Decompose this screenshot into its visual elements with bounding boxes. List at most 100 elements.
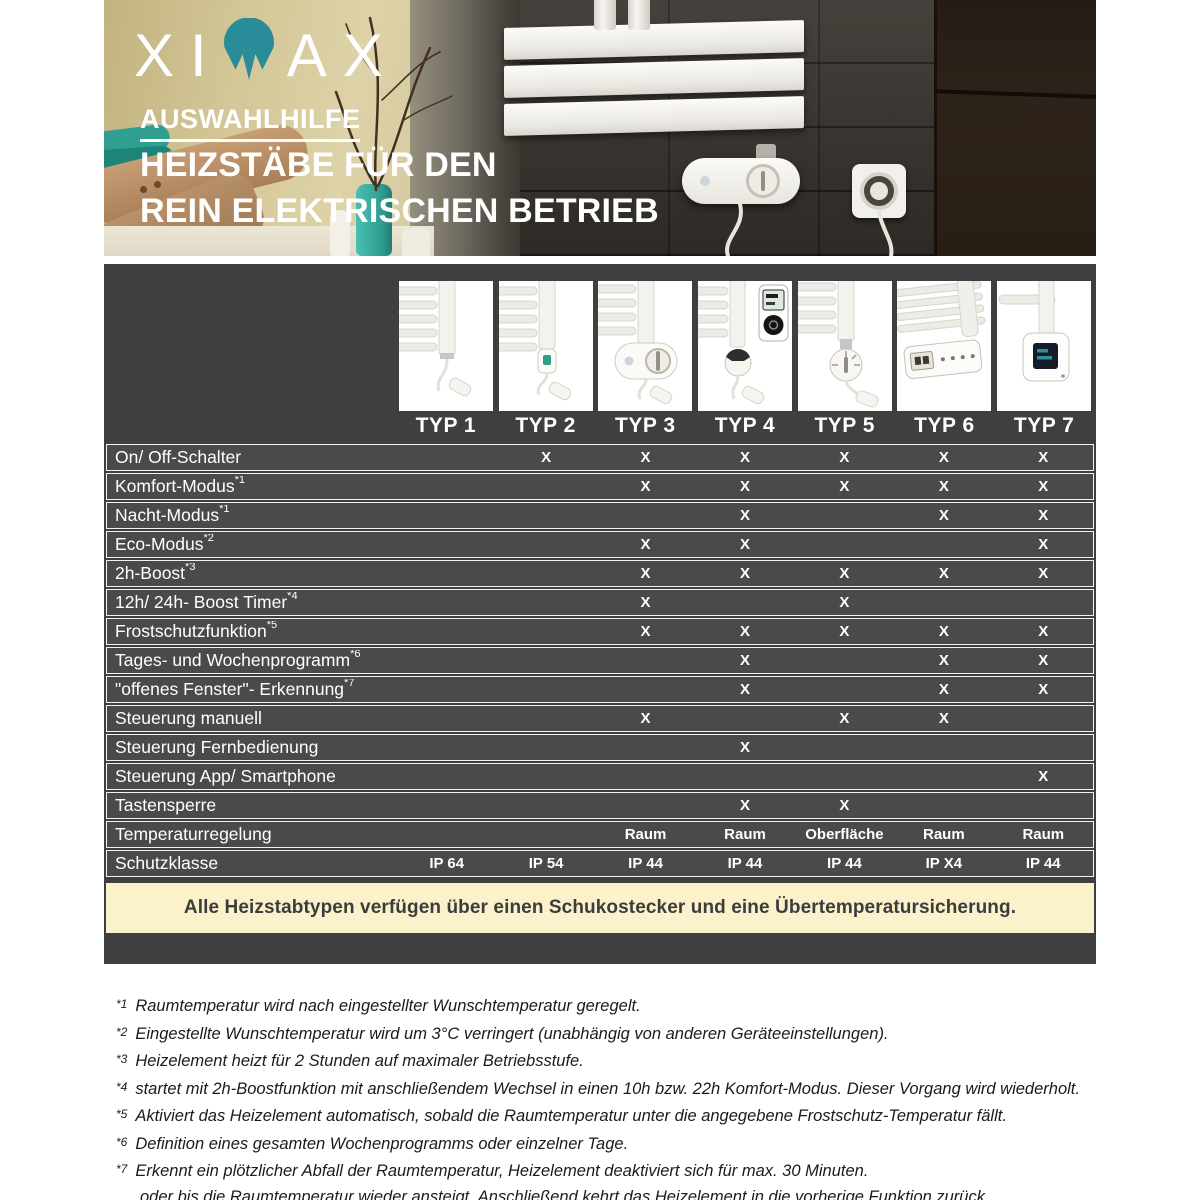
table-row: Eco-Modus*2 X X X (106, 531, 1094, 558)
check-mark: X (839, 565, 850, 582)
row-label: "offenes Fenster"- Erkennung*7 (115, 679, 355, 699)
hero-banner: XI AX AUSWAHLHILFE HEIZSTÄBE FÜR DEN REI… (104, 0, 1096, 256)
check-mark: X (739, 536, 750, 553)
footnote-marker: *3 (185, 563, 196, 573)
table-row: Nacht-Modus*1 X X X (106, 502, 1094, 529)
wall-socket (852, 164, 906, 218)
check-mark: X (739, 652, 750, 669)
footnote-marker: *7 (116, 1162, 128, 1176)
row-label: 2h-Boost*3 (115, 563, 196, 583)
check-mark: X (1038, 623, 1049, 640)
check-mark: X (839, 623, 850, 640)
footnote: *2 Eingestellte Wunschtemperatur wird um … (116, 1024, 889, 1043)
check-mark: X (640, 594, 651, 611)
row-label: On/ Off-Schalter (115, 447, 242, 467)
check-mark: X (1038, 652, 1049, 669)
check-mark: X (1038, 768, 1049, 785)
hero-text-overlay: XI AX AUSWAHLHILFE HEIZSTÄBE FÜR DEN REI… (104, 0, 1096, 256)
footnote-continuation: oder bis die Raumtemperatur wieder anste… (140, 1188, 990, 1200)
column-header-typ3: TYP 3 (615, 414, 676, 437)
check-mark: X (938, 449, 949, 466)
product-column-typ2: TYP 2 (496, 281, 596, 438)
product-column-typ5: TYP 5 (795, 281, 895, 438)
typ-2-product-image (498, 281, 593, 411)
check-mark: X (739, 797, 750, 814)
check-mark: X (839, 797, 850, 814)
table-row: Steuerung Fernbedienung X (106, 734, 1094, 761)
footnote-marker: *2 (203, 534, 214, 544)
check-mark: X (1038, 565, 1049, 582)
feature-value: IP 44 (628, 855, 663, 872)
check-mark: X (541, 449, 552, 466)
feature-value: Raum (923, 826, 965, 843)
footnote-marker: *6 (116, 1134, 128, 1149)
check-mark: X (640, 710, 651, 727)
table-row: 12h/ 24h- Boost Timer*4 X X (106, 589, 1094, 616)
feature-value: IP X4 (925, 855, 963, 872)
row-label: Tastensperre (115, 795, 217, 815)
footnote-marker: *1 (219, 505, 230, 515)
typ-5-product-image (797, 281, 892, 411)
feature-value: IP 44 (827, 855, 862, 872)
radiator-fitting (756, 144, 776, 162)
check-mark: X (739, 565, 750, 582)
column-header-typ1: TYP 1 (415, 414, 477, 437)
feature-value: Oberfläche (805, 826, 884, 843)
branches-decoration (334, 16, 453, 192)
check-mark: X (839, 594, 850, 611)
check-mark: X (938, 652, 949, 669)
eyebrow-title: AUSWAHLHILFE (140, 104, 361, 142)
bathroom-cabinet (934, 0, 1096, 256)
row-label: Frostschutzfunktion*5 (115, 621, 278, 641)
table-row: 2h-Boost*3 X X X X X (106, 560, 1094, 587)
footnote-marker: *1 (234, 476, 246, 486)
check-mark: X (1038, 478, 1049, 495)
chair-detail (154, 181, 161, 188)
footnote-marker: *6 (350, 650, 361, 660)
heating-element-led (700, 176, 710, 186)
check-mark: X (640, 478, 651, 495)
table-row: Schutzklasse IP 64 IP 54 IP 44 IP 44 IP 44 IP … (106, 850, 1094, 877)
socket-plug (870, 182, 888, 200)
radiator-pipe (628, 0, 650, 30)
check-mark: X (1038, 507, 1049, 524)
info-banner: Alle Heizstabtypen verfügen über einen S… (106, 883, 1094, 933)
product-column-typ6: TYP 6 (895, 281, 995, 438)
product-column-typ4: TYP 4 (695, 281, 795, 438)
table-row: On/ Off-Schalter X X X X X X (106, 444, 1094, 471)
check-mark: X (640, 449, 651, 466)
feature-rows: On/ Off-Schalter X X X X X X Komfort-Modus*1 X X X… (104, 444, 1096, 877)
check-mark: X (1038, 681, 1049, 698)
ximax-logo: XI AX (134, 14, 399, 98)
check-mark: X (739, 739, 750, 756)
footnote: *6 Definition eines gesamten Wochenprogra… (116, 1134, 629, 1153)
table-row: Steuerung manuell X X X (106, 705, 1094, 732)
feature-value: Raum (724, 826, 766, 843)
table-row: Tastensperre X X (106, 792, 1094, 819)
logo-text-right: AX (286, 22, 399, 89)
check-mark: X (1038, 449, 1049, 466)
logo-text-left: XI (134, 22, 223, 89)
footnote: *7 Erkennt ein plötzlicher Abfall der Rau… (116, 1161, 1096, 1200)
table-row: Steuerung App/ Smartphone X (106, 763, 1094, 790)
column-header-typ6: TYP 6 (914, 414, 975, 437)
typ-6-product-image (897, 281, 992, 411)
footnote-marker: *1 (116, 997, 128, 1011)
footnote: *4 startet mit 2h-Boostfunktion mit ansch… (116, 1079, 1080, 1098)
feature-value: IP 64 (429, 855, 465, 872)
label-column-spacer (106, 281, 396, 438)
product-column-typ7: TYP 7 (994, 281, 1094, 438)
feature-value: IP 44 (1025, 855, 1061, 872)
check-mark: X (739, 449, 750, 466)
check-mark: X (938, 710, 949, 727)
footnote-marker: *3 (116, 1052, 128, 1066)
check-mark: X (739, 681, 750, 698)
footnote-marker: *5 (116, 1107, 128, 1121)
check-mark: X (739, 478, 750, 495)
row-label: Nacht-Modus*1 (115, 505, 230, 525)
check-mark: X (640, 536, 651, 553)
product-column-typ1: TYP 1 (396, 281, 496, 438)
heating-element (682, 158, 800, 204)
row-label: Temperaturregelung (115, 824, 272, 844)
